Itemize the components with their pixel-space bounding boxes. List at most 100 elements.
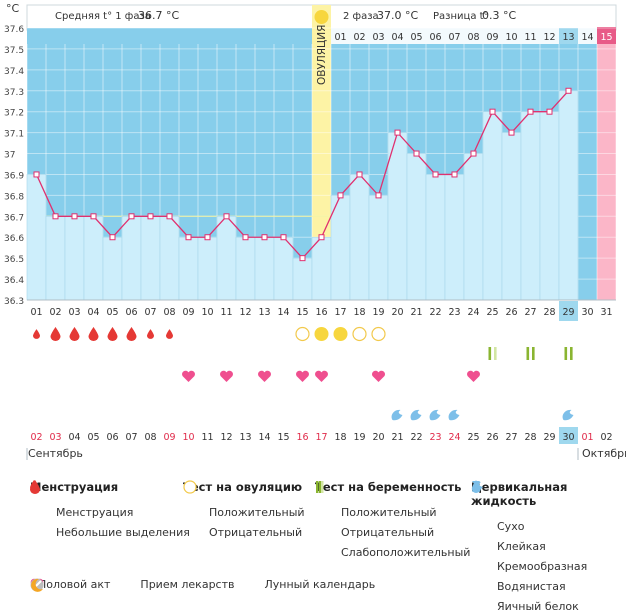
negative-ovulation-icon <box>352 326 367 342</box>
temperature-bar <box>501 132 522 301</box>
negative-ovulation-icon <box>295 326 310 342</box>
legend-cervical-watery: Водянистая <box>497 579 566 593</box>
heart-icon <box>258 370 271 382</box>
calendar-date-label: 23 <box>429 432 441 443</box>
calendar-date-label: 17 <box>315 432 327 443</box>
phase2-value: 37.0 °C <box>377 9 418 22</box>
y-tick-label: 37.5 <box>4 46 24 56</box>
temperature-bar <box>197 236 218 301</box>
today-box <box>559 427 578 444</box>
drop-icon <box>126 327 137 341</box>
temperature-point <box>223 213 230 220</box>
cycle-day-label: 10 <box>201 307 213 318</box>
legend-pregnancy-title: Тест на беременность <box>315 480 462 494</box>
calendar-date-label: 01 <box>581 432 593 443</box>
calendar-date-label: 30 <box>562 432 574 443</box>
pregnancy-test-icon <box>564 347 568 360</box>
cycle-day-label: 23 <box>448 307 460 318</box>
temperature-bar <box>406 153 427 301</box>
top-day-number: 14 <box>581 32 593 43</box>
calendar-date-label: 06 <box>106 432 118 443</box>
highlight-day-footer <box>559 301 578 321</box>
diff-value: 0.3 °C <box>482 9 516 22</box>
temperature-point <box>280 234 287 241</box>
legend-cervical-dry: Сухо <box>497 519 525 533</box>
temperature-point <box>71 213 78 220</box>
legend-moon-label: Лунный календарь <box>264 578 376 591</box>
temperature-bar <box>26 174 47 301</box>
month-left-label: Сентябрь <box>28 447 83 460</box>
highlight-day-header <box>559 28 578 44</box>
pink-day-band <box>597 44 616 300</box>
cycle-day-label: 03 <box>68 307 80 318</box>
calendar-date-label: 05 <box>87 432 99 443</box>
temperature-bar <box>539 111 560 301</box>
pregnancy-test-icon <box>488 347 492 360</box>
heart-icon <box>182 370 195 382</box>
temperature-point <box>318 234 325 241</box>
legend-ovulation-positive: Положительный <box>209 505 305 519</box>
temperature-point <box>337 192 344 199</box>
temperature-point <box>109 234 116 241</box>
temperature-point <box>394 129 401 136</box>
pink-day-header <box>597 27 616 44</box>
calendar-date-label: 19 <box>353 432 365 443</box>
y-tick-label: 36.9 <box>4 171 24 181</box>
legend-cervical-sticky: Клейкая <box>497 539 546 553</box>
calendar-date-label: 22 <box>410 432 422 443</box>
temperature-bar <box>425 174 446 301</box>
cycle-day-label: 26 <box>505 307 517 318</box>
top-day-number: 10 <box>505 32 517 43</box>
legend-ovulation-test: Тест на овуляцию Положительный Отрицател… <box>183 480 305 542</box>
legend-cervical-eggwhite: Яичный белок <box>497 599 579 613</box>
temperature-bar <box>520 111 541 301</box>
calendar-date-label: 12 <box>220 432 232 443</box>
pregnancy-test-icon <box>526 347 530 360</box>
calendar-date-label: 28 <box>524 432 536 443</box>
small-drop-icon <box>147 329 154 339</box>
legend-ovulation-title: Тест на овуляцию <box>183 480 303 494</box>
temperature-bar <box>45 216 66 301</box>
month-right-label: Октябрь <box>582 447 626 460</box>
cycle-day-label: 11 <box>220 307 232 318</box>
temperature-bar <box>349 174 370 301</box>
cycle-day-label: 29 <box>562 307 574 318</box>
creamy-icon <box>429 409 441 421</box>
temperature-point <box>90 213 97 220</box>
legend-pregnancy-test: Тест на беременность Положительный Отриц… <box>315 480 470 562</box>
temperature-bar <box>64 216 85 301</box>
phase2-label: 2 фаза <box>343 11 379 22</box>
temperature-point <box>489 108 496 115</box>
temperature-point <box>375 192 382 199</box>
temperature-bar <box>83 216 104 301</box>
calendar-date-label: 14 <box>258 432 270 443</box>
cycle-day-label: 24 <box>467 307 479 318</box>
cycle-day-label: 19 <box>372 307 384 318</box>
legend-cervical-creamy: Кремообразная <box>497 559 588 573</box>
calendar-date-label: 16 <box>296 432 308 443</box>
y-tick-label: 36.5 <box>4 255 24 265</box>
cycle-day-label: 02 <box>49 307 61 318</box>
calendar-date-label: 18 <box>334 432 346 443</box>
top-day-number: 13 <box>562 32 574 43</box>
pregnancy-test-icon <box>532 347 535 360</box>
y-axis-labels: 36.3 36.4 36.5 36.6 36.7 36.8 36.9 37 37.1 37.2 37… <box>4 25 24 307</box>
creamy-icon <box>448 409 460 421</box>
cycle-day-label: 28 <box>543 307 555 318</box>
pregnancy-test-icon <box>494 347 497 360</box>
top-day-number: 08 <box>467 32 479 43</box>
top-day-number: 09 <box>486 32 498 43</box>
top-day-number: 01 <box>334 32 346 43</box>
temperature-bar <box>216 216 237 301</box>
legend-medication: Прием лекарств <box>30 578 235 592</box>
positive-ovulation-icon <box>333 327 348 341</box>
temperature-point <box>413 150 420 157</box>
creamy-icon <box>391 409 403 421</box>
calendar-dates: 02 03 04 05 06 07 08 09 10 11 12 13 14 15 16 17 18 19 20 21… <box>26 427 613 460</box>
temperature-point <box>565 87 572 94</box>
phase1-value: 36.7 °C <box>138 9 179 22</box>
cycle-day-label: 31 <box>600 307 612 318</box>
calendar-date-label: 24 <box>448 432 460 443</box>
cycle-day-label: 18 <box>353 307 365 318</box>
temperature-point <box>52 213 59 220</box>
